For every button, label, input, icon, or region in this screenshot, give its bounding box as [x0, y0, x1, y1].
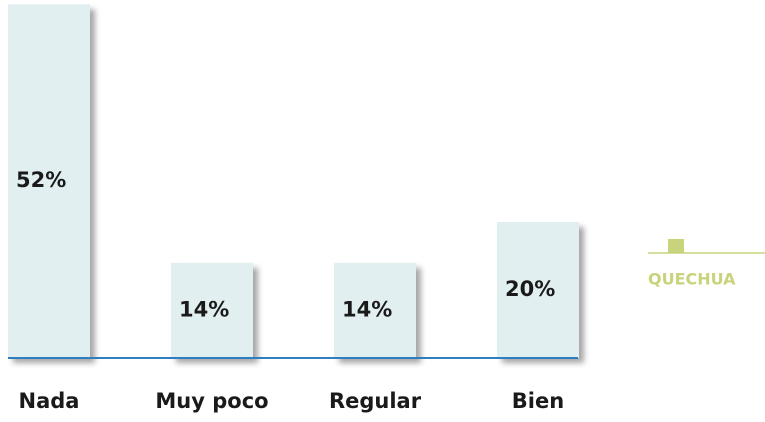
value-label: 20% [505, 277, 555, 301]
value-label: 14% [342, 297, 392, 321]
bar [334, 262, 416, 358]
x-tick-label: Regular [329, 389, 422, 413]
legend-swatch [668, 239, 684, 253]
x-tick-label: Bien [512, 389, 564, 413]
x-tick-label: Nada [19, 389, 80, 413]
value-label: 52% [16, 168, 66, 192]
bar [497, 222, 579, 358]
value-label: 14% [179, 297, 229, 321]
bar [8, 4, 90, 359]
legend-label: QUECHUA [648, 270, 736, 289]
x-tick-label: Muy poco [155, 389, 268, 413]
bar [171, 262, 253, 358]
